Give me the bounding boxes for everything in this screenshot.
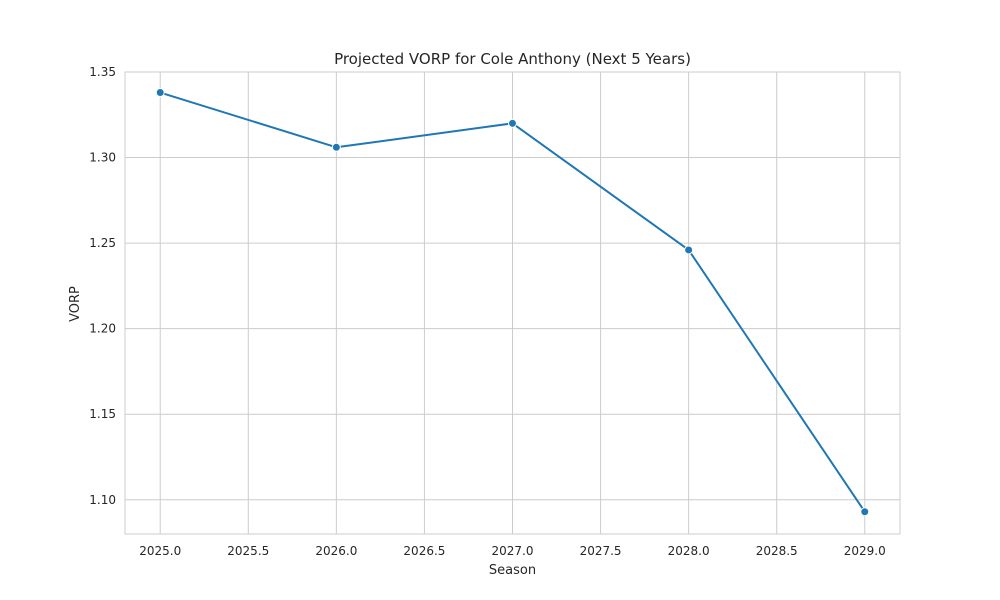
y-tick-label: 1.25 (89, 236, 116, 250)
x-tick-label: 2029.0 (844, 544, 886, 558)
y-tick-label: 1.30 (89, 151, 116, 165)
data-point (155, 88, 165, 98)
y-axis-label: VORP (68, 286, 83, 322)
data-point (508, 118, 517, 128)
x-axis-label: Season (489, 563, 536, 578)
x-tick-label: 2026.0 (315, 544, 357, 558)
x-tick-label: 2027.0 (492, 544, 534, 558)
x-tick-label: 2025.0 (139, 544, 181, 558)
plot-frame (124, 71, 901, 535)
y-tick-label: 1.15 (89, 407, 116, 421)
y-tick-label: 1.20 (89, 322, 116, 336)
chart-title: Projected VORP for Cole Anthony (Next 5 … (334, 50, 691, 68)
x-tick-label: 2028.5 (756, 544, 798, 558)
x-tick-label: 2026.5 (403, 544, 445, 558)
data-point (684, 245, 694, 255)
data-point (860, 507, 870, 517)
y-tick-label: 1.35 (89, 65, 116, 79)
plot-area: 2025.0 2025.5 2026.0 2026.5 2027.0 2027.5 2028… (89, 65, 901, 558)
data-point (331, 142, 341, 152)
x-tick-label: 2028.0 (668, 544, 710, 558)
x-tick-label: 2027.5 (580, 544, 622, 558)
x-tick-label: 2025.5 (227, 544, 269, 558)
y-tick-label: 1.10 (89, 493, 116, 507)
